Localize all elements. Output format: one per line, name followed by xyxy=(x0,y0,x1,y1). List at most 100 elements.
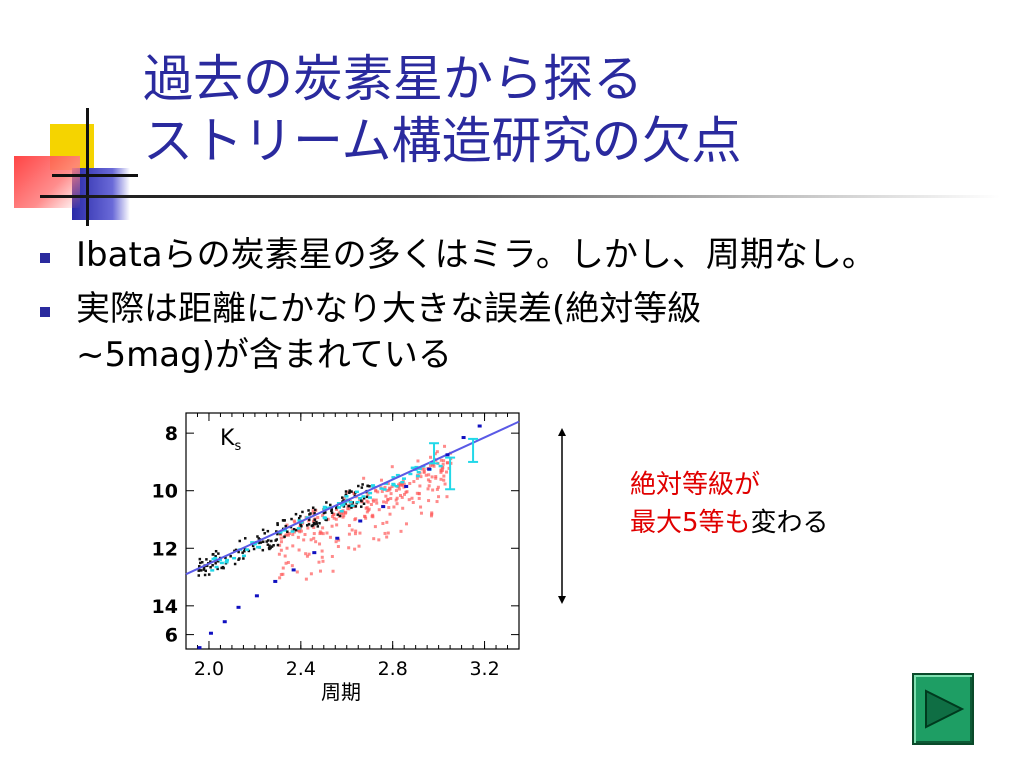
red-point xyxy=(372,537,376,541)
red-point xyxy=(319,531,323,535)
red-point xyxy=(316,516,320,520)
red-point xyxy=(412,480,416,484)
cyan-point xyxy=(232,556,237,560)
red-point xyxy=(417,492,421,496)
note-red-part: 最大5等も xyxy=(630,508,751,538)
red-point xyxy=(287,531,291,535)
red-point xyxy=(281,566,285,570)
black-point xyxy=(267,546,271,550)
red-point xyxy=(404,490,408,494)
red-point xyxy=(285,546,289,550)
red-point xyxy=(302,538,306,542)
black-point xyxy=(324,511,327,514)
black-point xyxy=(259,541,263,544)
cyan-point xyxy=(391,482,396,486)
black-point xyxy=(294,512,298,516)
black-point xyxy=(360,486,364,489)
black-point xyxy=(238,539,242,543)
black-point xyxy=(351,501,355,504)
red-point xyxy=(363,514,367,518)
bullet-marker xyxy=(40,253,50,263)
black-point xyxy=(198,565,201,568)
cyan-point xyxy=(438,464,443,468)
range-arrow xyxy=(558,428,566,604)
black-point xyxy=(214,562,217,565)
black-point xyxy=(330,508,334,511)
cyan-point xyxy=(290,530,295,533)
cyan-point xyxy=(278,531,283,534)
red-point xyxy=(447,466,451,470)
red-point xyxy=(427,473,431,477)
black-point xyxy=(267,539,270,542)
next-slide-button[interactable] xyxy=(912,673,974,745)
blue-sequence-point xyxy=(312,551,317,555)
red-point xyxy=(410,496,414,500)
black-point xyxy=(322,511,326,515)
title-line-2: ストリーム構造研究の欠点 xyxy=(143,112,742,170)
red-point xyxy=(278,543,282,547)
red-point xyxy=(430,475,434,479)
red-point xyxy=(353,547,357,551)
red-point xyxy=(290,564,294,568)
cyan-point xyxy=(391,476,396,479)
red-point xyxy=(362,476,366,480)
y-tick-label: 12 xyxy=(152,538,178,560)
x-tick-label: 3.2 xyxy=(469,658,499,680)
red-point xyxy=(365,510,369,514)
red-point xyxy=(442,459,446,463)
red-point xyxy=(321,532,325,536)
black-point xyxy=(202,566,206,569)
red-point xyxy=(358,531,362,535)
red-point xyxy=(365,506,369,510)
cyan-point xyxy=(402,477,407,480)
red-point xyxy=(309,538,313,542)
y-tick-label: 8 xyxy=(165,423,178,445)
black-point xyxy=(257,541,261,545)
blue-sequence-point xyxy=(427,467,432,471)
red-point xyxy=(372,499,376,503)
bullet-item: Ibataらの炭素星の多くはミラ。しかし、周期なし。 xyxy=(40,232,1020,278)
black-point xyxy=(362,502,366,505)
black-point xyxy=(361,483,364,486)
red-point xyxy=(439,470,443,474)
cyan-point xyxy=(350,504,355,507)
black-point xyxy=(216,567,219,571)
red-point xyxy=(330,524,334,528)
black-point xyxy=(251,544,255,548)
black-point xyxy=(201,560,204,564)
red-point xyxy=(439,468,443,472)
cyan-point xyxy=(408,472,413,476)
y-tick-label: 14 xyxy=(152,596,178,618)
red-point xyxy=(419,511,423,515)
black-point xyxy=(362,496,366,500)
bullet-text-continued: ~5mag)が含まれている xyxy=(76,335,452,375)
cyan-point xyxy=(224,560,229,564)
cyan-point xyxy=(218,558,223,562)
black-point xyxy=(209,566,212,569)
red-point xyxy=(312,525,316,529)
red-point xyxy=(408,481,412,485)
red-point xyxy=(336,545,340,549)
cyan-point xyxy=(245,548,250,551)
bullet-text: Ibataらの炭素星の多くはミラ。しかし、周期なし。 xyxy=(76,235,876,275)
red-point xyxy=(330,554,334,558)
red-point xyxy=(332,516,336,520)
blue-sequence-point xyxy=(358,519,363,523)
black-point xyxy=(294,528,298,532)
blue-sequence-point xyxy=(291,568,296,572)
red-point xyxy=(431,488,435,492)
black-point xyxy=(217,552,220,555)
red-point xyxy=(427,499,431,503)
black-point xyxy=(224,556,227,560)
red-point xyxy=(442,474,446,478)
red-point xyxy=(357,544,361,548)
red-point xyxy=(390,465,394,469)
red-point xyxy=(403,492,407,496)
cyan-point xyxy=(322,516,327,519)
cyan-point xyxy=(250,541,255,544)
red-point xyxy=(364,516,368,520)
blue-sequence-point xyxy=(404,484,409,488)
red-point xyxy=(374,498,378,502)
red-point xyxy=(320,549,324,553)
